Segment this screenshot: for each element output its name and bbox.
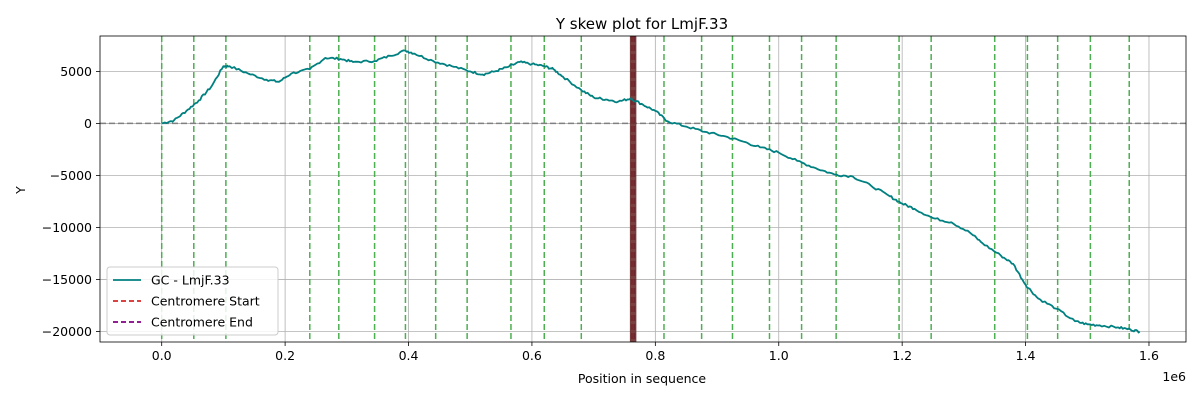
x-tick-label-6: 1.2 xyxy=(892,348,912,363)
plot-area: 0.0 0.2 0.4 0.6 0.8 1.0 1.2 1.4 1.6 −20000 −15000 −… xyxy=(42,35,1187,363)
y-tick-label-4: 0 xyxy=(84,116,92,131)
legend-box xyxy=(106,266,279,336)
x-axis-label: Position in sequence xyxy=(578,371,707,386)
legend-item-gc-label: GC - LmjF.33 xyxy=(151,273,230,288)
centromere-band xyxy=(629,36,637,342)
legend-item-centromere-start-label: Centromere Start xyxy=(151,294,260,309)
x-tick-label-5: 1.0 xyxy=(769,348,789,363)
y-tick-label-3: −5000 xyxy=(50,168,92,183)
axes-frame xyxy=(99,35,1187,343)
chart-title: Y skew plot for LmjF.33 xyxy=(555,15,728,33)
x-tick-label-1: 0.2 xyxy=(275,348,295,363)
x-tick-label-7: 1.4 xyxy=(1016,348,1036,363)
legend-item-centromere-end-label: Centromere End xyxy=(151,315,253,330)
x-tick-label-0: 0.0 xyxy=(152,348,172,363)
x-tick-label-3: 0.6 xyxy=(522,348,542,363)
series-line-gc xyxy=(161,49,1141,334)
y-tick-label-1: −15000 xyxy=(42,272,92,287)
y-tick-label-2: −10000 xyxy=(42,220,92,235)
x-tick-label-4: 0.8 xyxy=(645,348,665,363)
y-tick-label-5: 5000 xyxy=(60,64,92,79)
x-axis-offset-text: 1e6 xyxy=(1162,369,1186,384)
x-tick-label-8: 1.6 xyxy=(1139,348,1159,363)
legend: GC - LmjF.33 Centromere Start Centromere E… xyxy=(106,266,279,336)
y-tick-label-0: −20000 xyxy=(42,324,92,339)
y-axis-label: Y xyxy=(13,186,28,195)
x-tick-label-2: 0.4 xyxy=(399,348,419,363)
